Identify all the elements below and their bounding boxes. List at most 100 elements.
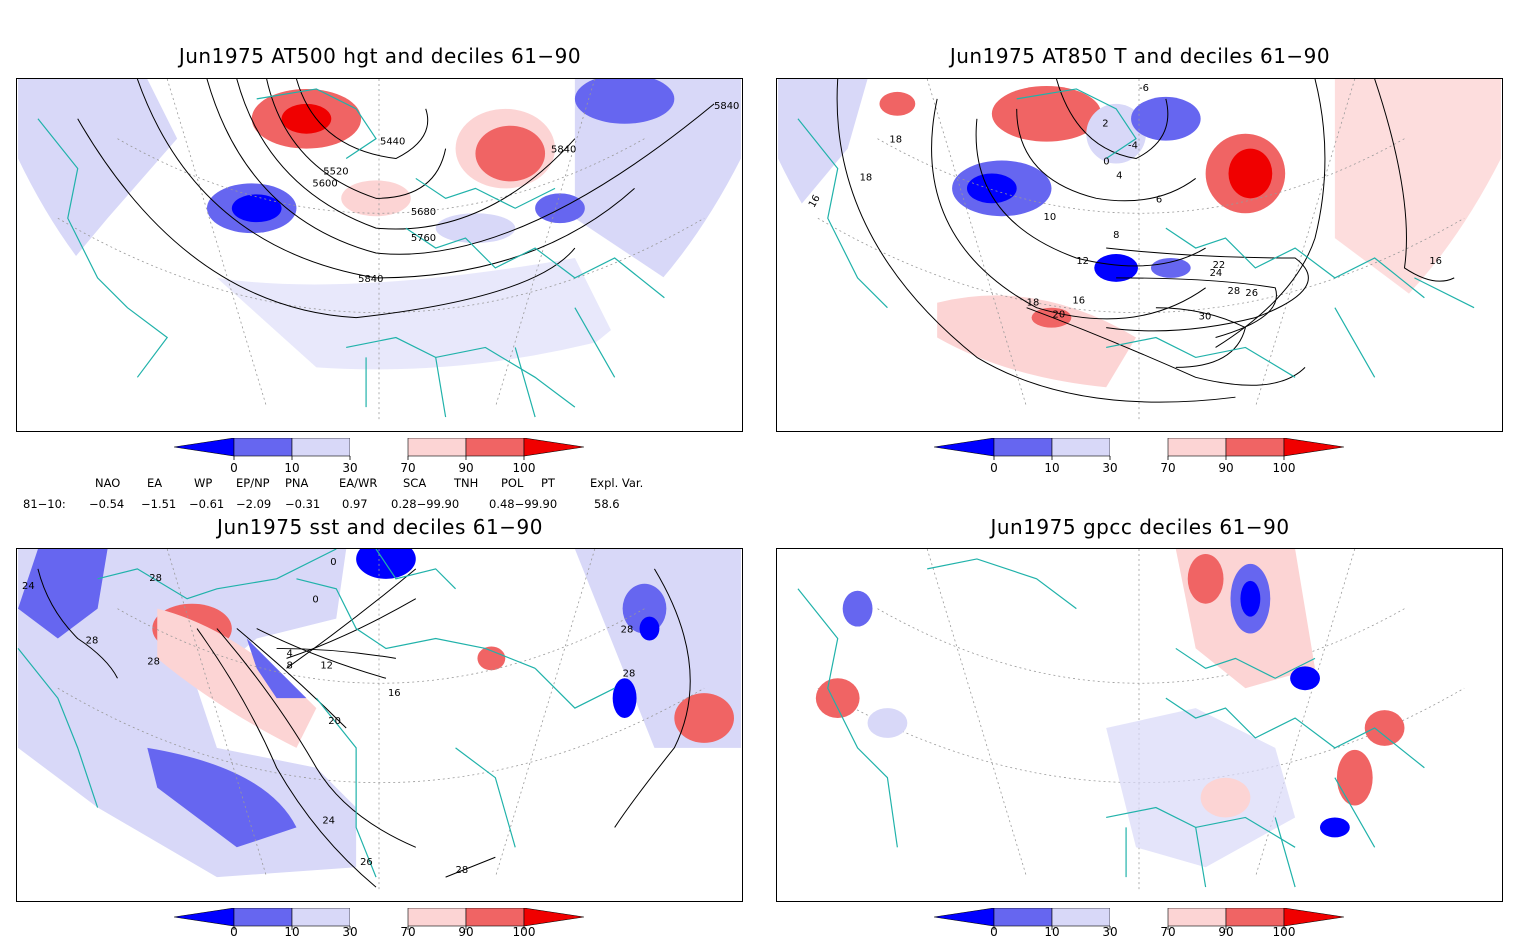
tick-90: 90 <box>458 461 474 475</box>
tele-value-eawr: 0.97 <box>342 497 368 511</box>
tick-0: 0 <box>230 925 238 939</box>
map-gpcc <box>797 549 1465 893</box>
tele-value-expl-var: 58.6 <box>594 497 620 511</box>
tele-value-pna: −0.31 <box>285 497 321 511</box>
tele-header-epnp: EP/NP <box>236 476 270 490</box>
svg-text:24: 24 <box>322 815 335 826</box>
tele-header-ea: EA <box>147 476 163 490</box>
svg-text:30: 30 <box>1199 312 1212 323</box>
tele-value-ea: −1.51 <box>141 497 177 511</box>
svg-text:12: 12 <box>1076 256 1089 267</box>
tele-period-label: 81−10: <box>23 497 66 511</box>
svg-text:5760: 5760 <box>411 233 436 244</box>
map-panel-t850: 18 18 16 10 12 16 18 20 22 24 26 28 30 2… <box>776 78 1503 432</box>
tick-100: 100 <box>1272 925 1296 939</box>
tick-70: 70 <box>1160 461 1176 475</box>
svg-text:18: 18 <box>1027 298 1040 309</box>
svg-text:20: 20 <box>328 716 341 727</box>
tele-header-pna: PNA <box>285 476 309 490</box>
tele-value-epnp: −2.09 <box>236 497 272 511</box>
svg-text:16: 16 <box>1429 256 1442 267</box>
tele-value-pol-pt: 0.48−99.90 <box>489 497 558 511</box>
colorbar-bottom-right: 0 10 30 70 90 100 <box>934 908 1344 948</box>
svg-text:10: 10 <box>1044 212 1057 223</box>
tick-10: 10 <box>1044 461 1060 475</box>
tick-0: 0 <box>990 461 998 475</box>
svg-text:6: 6 <box>1156 194 1162 205</box>
map-panel-sst: 24 28 28 28 0 0 4 8 12 16 20 24 26 28 28… <box>16 548 743 902</box>
colorbar-scale <box>934 438 1344 460</box>
svg-text:5440: 5440 <box>380 137 405 148</box>
svg-text:2: 2 <box>1102 119 1108 130</box>
svg-text:5600: 5600 <box>312 178 337 189</box>
tele-header-pol: POL <box>501 476 524 490</box>
map-sst: 24 28 28 28 0 0 4 8 12 16 20 24 26 28 28… <box>17 549 741 893</box>
tele-value-wp: −0.61 <box>189 497 225 511</box>
svg-text:5840: 5840 <box>551 145 576 156</box>
tick-100: 100 <box>512 925 536 939</box>
tele-value-nao: −0.54 <box>89 497 125 511</box>
tick-30: 30 <box>342 461 358 475</box>
tick-100: 100 <box>1272 461 1296 475</box>
svg-text:26: 26 <box>1245 288 1258 299</box>
svg-text:26: 26 <box>360 857 373 868</box>
svg-text:5680: 5680 <box>411 207 436 218</box>
tele-header-sca: SCA <box>403 476 427 490</box>
svg-text:16: 16 <box>1072 296 1085 307</box>
svg-text:24: 24 <box>1210 268 1223 279</box>
map-t850: 18 18 16 10 12 16 18 20 22 24 26 28 30 2… <box>778 79 1501 431</box>
tick-70: 70 <box>400 461 416 475</box>
svg-text:28: 28 <box>621 625 634 636</box>
tele-header-nao: NAO <box>95 476 121 490</box>
svg-text:28: 28 <box>1228 286 1241 297</box>
svg-text:28: 28 <box>456 865 469 876</box>
panel-title-gpcc: Jun1975 gpcc deciles 61−90 <box>990 515 1290 539</box>
tick-70: 70 <box>1160 925 1176 939</box>
svg-text:5520: 5520 <box>323 166 348 177</box>
panel-title-t850: Jun1975 AT850 T and deciles 61−90 <box>949 44 1331 68</box>
svg-text:8: 8 <box>287 660 293 671</box>
svg-text:-4: -4 <box>1128 141 1138 152</box>
svg-text:8: 8 <box>1113 230 1119 241</box>
tele-header-eawr: EA/WR <box>339 476 378 490</box>
svg-text:4: 4 <box>1116 170 1122 181</box>
svg-text:16: 16 <box>807 193 823 209</box>
colorbar-bottom-left: 0 10 30 70 90 100 <box>174 908 584 948</box>
svg-text:20: 20 <box>1052 310 1065 321</box>
colorbar-scale <box>934 908 1344 930</box>
tick-10: 10 <box>284 925 300 939</box>
svg-text:18: 18 <box>889 135 902 146</box>
tele-header-wp: WP <box>194 476 213 490</box>
svg-text:18: 18 <box>860 172 873 183</box>
tick-10: 10 <box>284 461 300 475</box>
map-hgt500: 5440 5520 5600 5680 5760 5840 5840 5840 <box>18 79 741 431</box>
tick-30: 30 <box>1102 925 1118 939</box>
tick-10: 10 <box>1044 925 1060 939</box>
tick-90: 90 <box>458 925 474 939</box>
colorbar-top-left: 0 10 30 70 90 100 <box>174 438 584 478</box>
svg-text:5840: 5840 <box>358 274 383 285</box>
tick-30: 30 <box>1102 461 1118 475</box>
svg-text:0: 0 <box>1103 157 1109 168</box>
panel-title-hgt500: Jun1975 AT500 hgt and deciles 61−90 <box>178 44 582 68</box>
tick-30: 30 <box>342 925 358 939</box>
svg-text:0: 0 <box>330 557 336 568</box>
colorbar-scale <box>174 438 584 460</box>
tick-100: 100 <box>512 461 536 475</box>
tele-header-tnh: TNH <box>454 476 479 490</box>
svg-text:28: 28 <box>149 573 162 584</box>
svg-text:-6: -6 <box>1139 83 1149 94</box>
tick-0: 0 <box>230 461 238 475</box>
tick-0: 0 <box>990 925 998 939</box>
svg-text:4: 4 <box>287 648 293 659</box>
tele-value-sca-tnh: 0.28−99.90 <box>391 497 460 511</box>
tele-header-expl-var: Expl. Var. <box>590 476 644 490</box>
svg-text:16: 16 <box>388 688 401 699</box>
tick-90: 90 <box>1218 461 1234 475</box>
colorbar-top-right: 0 10 30 70 90 100 <box>934 438 1344 478</box>
svg-text:28: 28 <box>147 656 160 667</box>
panel-title-sst: Jun1975 sst and deciles 61−90 <box>217 515 543 539</box>
svg-text:5840: 5840 <box>714 101 739 112</box>
map-panel-hgt500: 5440 5520 5600 5680 5760 5840 5840 5840 <box>16 78 743 432</box>
map-panel-gpcc <box>776 548 1503 902</box>
